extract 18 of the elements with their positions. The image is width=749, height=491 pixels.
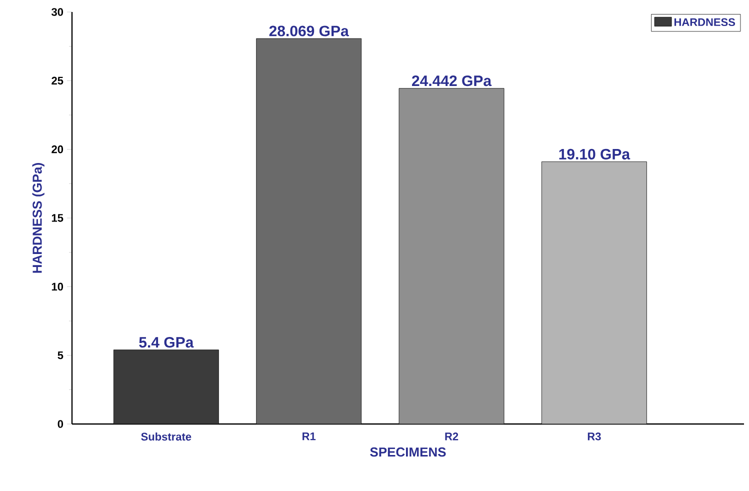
x-axis-title: SPECIMENS	[370, 447, 446, 457]
y-tick-label: 20	[52, 145, 64, 154]
x-tick-label: R3	[588, 432, 601, 440]
y-tick-label: 25	[52, 76, 64, 85]
legend-label: HARDNESS	[674, 18, 736, 26]
data-label: 5.4 GPa	[139, 337, 194, 348]
y-tick-label: 5	[58, 352, 64, 360]
x-tick-label: Substrate	[141, 432, 192, 441]
data-label: 19.10 GPa	[559, 148, 630, 160]
y-tick-label: 15	[52, 214, 64, 222]
x-tick-label: R1	[302, 432, 316, 440]
y-axis-title: HARDNESS (GPa)	[32, 163, 44, 273]
data-label: 24.442 GPa	[412, 76, 492, 86]
x-tick-label: R2	[445, 432, 458, 440]
y-tick-label: 10	[52, 282, 64, 291]
y-tick-label: 30	[51, 8, 64, 16]
y-tick-label: 0	[58, 420, 64, 428]
data-label: 28.069 GPa	[269, 26, 349, 36]
